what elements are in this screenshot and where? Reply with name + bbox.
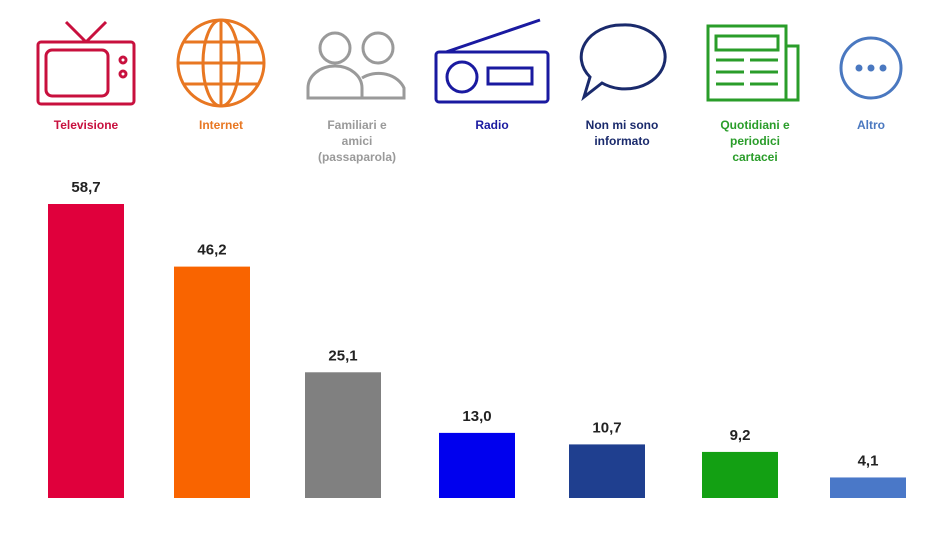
category-label: Familiari e amici (passaparola) (317, 118, 397, 164)
category-label: Quotidiani e periodici cartacei (720, 118, 790, 164)
bar (48, 204, 124, 498)
newspaper-icon (706, 24, 800, 102)
value-label: 13,0 (462, 408, 491, 425)
icons (36, 18, 903, 108)
category-label: Radio (475, 118, 509, 132)
value-label: 58,7 (71, 179, 100, 196)
speech-icon (579, 23, 667, 102)
category-label: Internet (198, 118, 243, 132)
people-icon (306, 31, 406, 100)
bar (830, 477, 906, 498)
value-label: 10,7 (592, 419, 621, 436)
tv-icon (36, 20, 136, 106)
bar (702, 451, 778, 498)
value-label: 9,2 (730, 427, 751, 444)
radio-icon (434, 18, 550, 104)
value-label: 46,2 (197, 242, 226, 259)
bar (439, 432, 515, 498)
value-label: 4,1 (858, 452, 879, 469)
globe-icon (176, 18, 266, 108)
category-label: Non mi sono informato (585, 118, 659, 148)
more-icon (839, 36, 903, 100)
bar (305, 372, 381, 498)
bar (174, 266, 250, 498)
value-label: 25,1 (328, 347, 357, 364)
category-label: Altro (857, 118, 885, 132)
category-label: Televisione (53, 118, 119, 132)
bar (569, 444, 645, 498)
